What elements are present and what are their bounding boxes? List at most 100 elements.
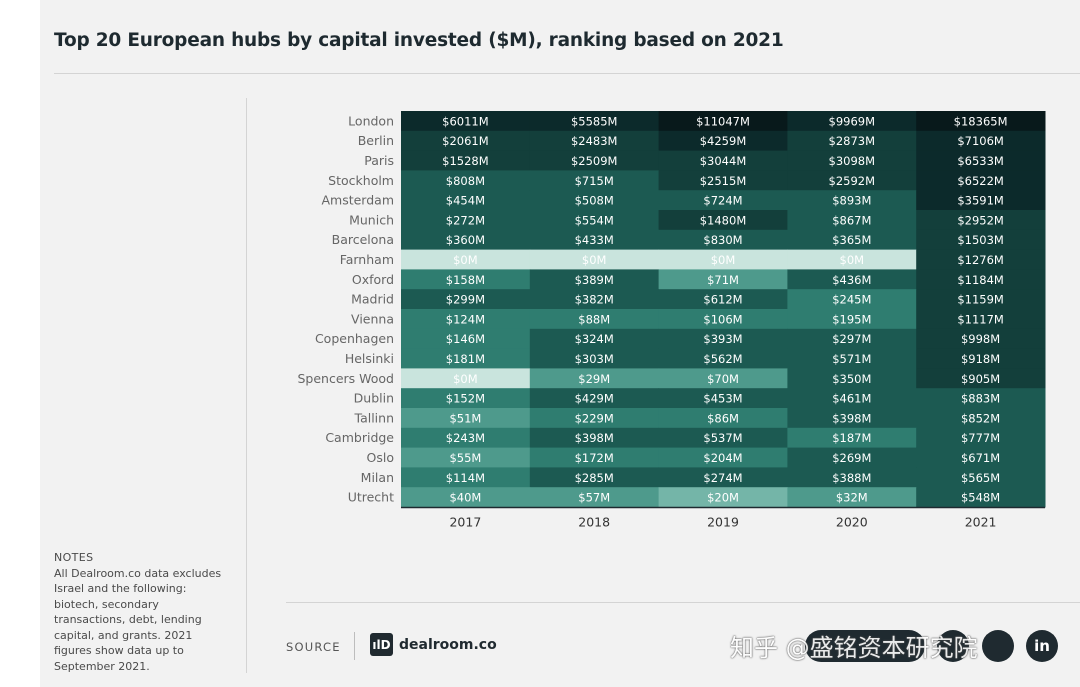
cell-value-label: $1276M bbox=[957, 253, 1004, 267]
heatmap-cell bbox=[529, 229, 660, 251]
row-label: Paris bbox=[364, 153, 394, 168]
dealroom-logo-mark: ılD bbox=[370, 633, 393, 656]
heatmap-cell bbox=[787, 150, 917, 171]
cell-value-label: $554M bbox=[575, 213, 614, 227]
heatmap-cell bbox=[401, 249, 531, 270]
cell-value-label: $3098M bbox=[829, 154, 876, 168]
heatmap-cell bbox=[787, 408, 917, 429]
cell-value-label: $29M bbox=[578, 372, 610, 386]
column-label: 2018 bbox=[578, 515, 610, 530]
cell-value-label: $612M bbox=[703, 293, 742, 307]
heatmap-cell bbox=[787, 170, 917, 191]
heatmap-cell bbox=[916, 130, 1046, 152]
cell-value-label: $195M bbox=[832, 312, 871, 326]
heatmap-cell bbox=[916, 309, 1046, 330]
row-label: Tallinn bbox=[354, 410, 395, 425]
share-icon-button-1[interactable] bbox=[937, 630, 969, 662]
heatmap-cell bbox=[401, 210, 531, 231]
cell-value-label: $0M bbox=[453, 253, 478, 267]
title-divider bbox=[54, 73, 1080, 74]
row-label: Stockholm bbox=[328, 173, 394, 188]
cell-value-label: $51M bbox=[449, 411, 481, 425]
cell-value-label: $245M bbox=[832, 293, 871, 307]
linkedin-icon[interactable]: in bbox=[1026, 630, 1058, 662]
row-label: Berlin bbox=[358, 133, 394, 148]
column-label: 2021 bbox=[965, 515, 997, 530]
cell-value-label: $6533M bbox=[957, 154, 1004, 168]
column-label: 2019 bbox=[707, 515, 739, 530]
heatmap-cell bbox=[401, 467, 531, 488]
heatmap-cell bbox=[529, 328, 660, 350]
row-label: Dublin bbox=[354, 391, 394, 406]
notes-divider bbox=[246, 98, 247, 673]
row-label: Copenhagen bbox=[315, 331, 394, 346]
cell-value-label: $70M bbox=[707, 372, 739, 386]
heatmap-cell bbox=[787, 210, 917, 231]
dealroom-logo[interactable]: ılD dealroom.co bbox=[370, 633, 497, 656]
cell-value-label: $274M bbox=[703, 471, 742, 485]
cell-value-label: $303M bbox=[575, 352, 614, 366]
heatmap-cell bbox=[787, 487, 917, 508]
cell-value-label: $398M bbox=[575, 431, 614, 445]
cell-value-label: $715M bbox=[575, 174, 614, 188]
cell-value-label: $548M bbox=[961, 491, 1000, 505]
heatmap-cell bbox=[401, 447, 531, 468]
cell-value-label: $297M bbox=[832, 332, 871, 346]
heatmap-cell bbox=[529, 348, 660, 369]
row-label: Spencers Wood bbox=[297, 371, 394, 386]
share-icon-button-2[interactable] bbox=[982, 630, 1014, 662]
cell-value-label: $867M bbox=[832, 213, 871, 227]
cell-value-label: $20M bbox=[707, 491, 739, 505]
heatmap-cell bbox=[529, 170, 660, 191]
heatmap-cell bbox=[529, 427, 660, 449]
heatmap-cell bbox=[658, 249, 788, 270]
cell-value-label: $1184M bbox=[957, 273, 1004, 287]
row-label: Utrecht bbox=[348, 490, 394, 505]
cell-value-label: $461M bbox=[832, 392, 871, 406]
cell-value-label: $299M bbox=[446, 293, 485, 307]
heatmap-cell bbox=[529, 487, 660, 508]
row-label: Barcelona bbox=[332, 232, 394, 247]
cell-value-label: $124M bbox=[446, 312, 485, 326]
cell-value-label: $433M bbox=[575, 233, 614, 247]
row-label: Helsinki bbox=[345, 351, 394, 366]
cell-value-label: $158M bbox=[446, 273, 485, 287]
heatmap-cell bbox=[787, 130, 917, 152]
cell-value-label: $272M bbox=[446, 213, 485, 227]
cell-value-label: $2061M bbox=[442, 134, 489, 148]
heatmap-cell bbox=[401, 427, 531, 449]
cell-value-label: $365M bbox=[832, 233, 871, 247]
dealroom-logo-text: dealroom.co bbox=[399, 636, 497, 653]
column-label: 2020 bbox=[836, 515, 868, 530]
heatmap-cell bbox=[529, 111, 660, 132]
heatmap-cell bbox=[401, 130, 531, 152]
heatmap-cell bbox=[787, 111, 917, 132]
share-button[interactable] bbox=[805, 630, 925, 662]
cell-value-label: $0M bbox=[840, 253, 865, 267]
heatmap-cell bbox=[529, 467, 660, 488]
cell-value-label: $243M bbox=[446, 431, 485, 445]
cell-value-label: $71M bbox=[707, 273, 739, 287]
heatmap-cell bbox=[916, 289, 1046, 310]
cell-value-label: $11047M bbox=[696, 114, 750, 128]
cell-value-label: $204M bbox=[703, 451, 742, 465]
cell-value-label: $2509M bbox=[571, 154, 618, 168]
cell-value-label: $671M bbox=[961, 451, 1000, 465]
cell-value-label: $453M bbox=[703, 392, 742, 406]
cell-value-label: $5585M bbox=[571, 114, 618, 128]
cell-value-label: $0M bbox=[453, 372, 478, 386]
heatmap-cell bbox=[529, 269, 660, 290]
cell-value-label: $893M bbox=[832, 194, 871, 208]
heatmap-cell bbox=[529, 309, 660, 330]
heatmap-cell bbox=[787, 249, 917, 270]
cell-value-label: $350M bbox=[832, 372, 871, 386]
cell-value-label: $152M bbox=[446, 392, 485, 406]
cell-value-label: $454M bbox=[446, 194, 485, 208]
heatmap-cell bbox=[658, 190, 788, 211]
cell-value-label: $393M bbox=[703, 332, 742, 346]
heatmap-cell bbox=[787, 447, 917, 468]
cell-value-label: $88M bbox=[578, 312, 610, 326]
cell-value-label: $998M bbox=[961, 332, 1000, 346]
source-label: SOURCE bbox=[286, 640, 341, 654]
